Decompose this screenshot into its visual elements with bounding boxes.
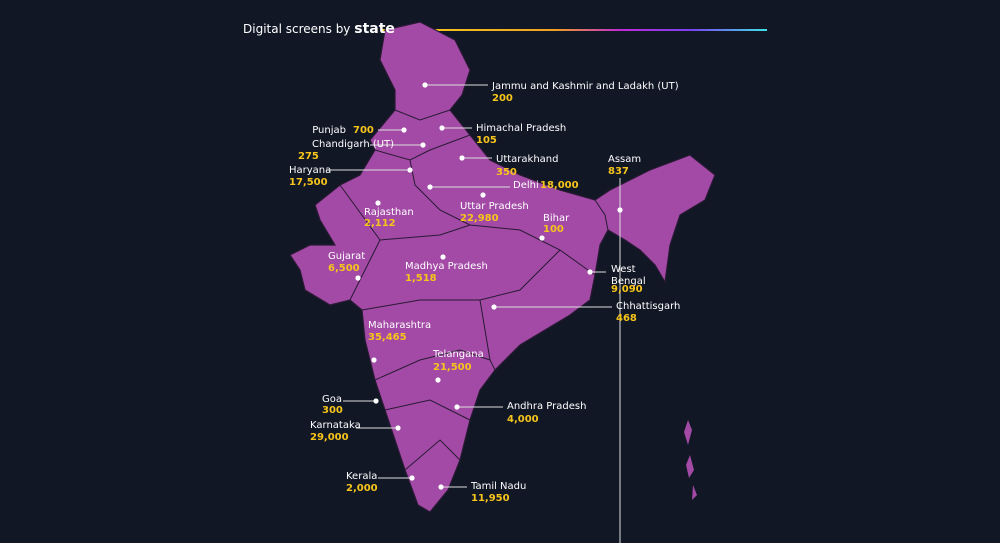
state-name: Assam [608, 154, 642, 165]
state-value: 4,000 [507, 414, 539, 425]
state-dot [459, 155, 465, 161]
state-name: Jammu and Kashmir and Ladakh (UT) [492, 81, 679, 92]
state-name: Madhya Pradesh [405, 261, 488, 272]
title-rule [382, 29, 767, 31]
state-name: Tamil Nadu [471, 481, 527, 492]
state-value: 100 [543, 224, 564, 235]
state-name: Haryana [289, 165, 332, 176]
title-text: Digital screens by [243, 22, 351, 36]
title-emphasis: state [354, 21, 395, 37]
state-dot [440, 254, 446, 260]
state-value: 17,500 [289, 177, 328, 188]
state-dot [420, 142, 426, 148]
state-value: 837 [608, 166, 629, 177]
state-value: 35,465 [368, 332, 407, 343]
state-dot [375, 200, 381, 206]
state-name: Bihar [543, 213, 570, 224]
state-dot [407, 167, 413, 173]
state-dot [480, 192, 486, 198]
state-value: 2,000 [346, 483, 378, 494]
state-value: 6,500 [328, 263, 360, 274]
title: Digital screens by state [243, 21, 395, 37]
state-dot [454, 404, 460, 410]
state-dot [371, 357, 377, 363]
state-value: 1,518 [405, 273, 437, 284]
state-name: West Bengal [611, 264, 646, 287]
state-dot [401, 127, 407, 133]
state-name: Punjab [312, 125, 346, 136]
state-value: 350 [496, 167, 517, 178]
state-value: 105 [476, 135, 497, 146]
state-name: Andhra Pradesh [507, 401, 587, 412]
state-value: 29,000 [310, 432, 349, 443]
state-name: Himachal Pradesh [476, 123, 567, 134]
state-value: 2,112 [364, 218, 396, 229]
state-name: Chhattisgarh [616, 301, 681, 312]
state-value: 18,000 [540, 180, 579, 191]
state-dot [422, 82, 428, 88]
state-dot [427, 184, 433, 190]
state-value: 11,950 [471, 493, 510, 504]
islands [684, 420, 697, 500]
state-dot [438, 484, 444, 490]
state-name: Gujarat [328, 251, 366, 262]
state-dot [491, 304, 497, 310]
state-name: Rajasthan [364, 207, 414, 218]
state-value: 9,090 [611, 284, 643, 295]
state-value: 21,500 [433, 362, 472, 373]
state-value: 275 [298, 151, 319, 162]
state-dot [395, 425, 401, 431]
state-dot [435, 377, 441, 383]
state-name: Chandigarh (UT) [312, 139, 395, 150]
state-name: Maharashtra [368, 320, 432, 331]
state-name: Goa [322, 394, 342, 405]
state-value: 468 [616, 313, 637, 324]
state-dot [355, 275, 361, 281]
state-name: Telangana [433, 349, 484, 360]
state-name: Kerala [346, 471, 378, 482]
state-dot [409, 475, 415, 481]
state-dot [539, 235, 545, 241]
state-dot [373, 398, 379, 404]
state-borders [339, 109, 609, 471]
state-dot [439, 125, 445, 131]
state-dot [617, 207, 623, 213]
state-value: 200 [492, 93, 513, 104]
state-name: Delhi [513, 180, 539, 191]
state-value: 300 [322, 405, 343, 416]
state-dot [587, 269, 593, 275]
state-name: Uttar Pradesh [460, 201, 529, 212]
state-name: Uttarakhand [496, 154, 559, 165]
state-value: 700 [353, 125, 374, 136]
state-name: Karnataka [310, 420, 361, 431]
state-value: 22,980 [460, 213, 499, 224]
